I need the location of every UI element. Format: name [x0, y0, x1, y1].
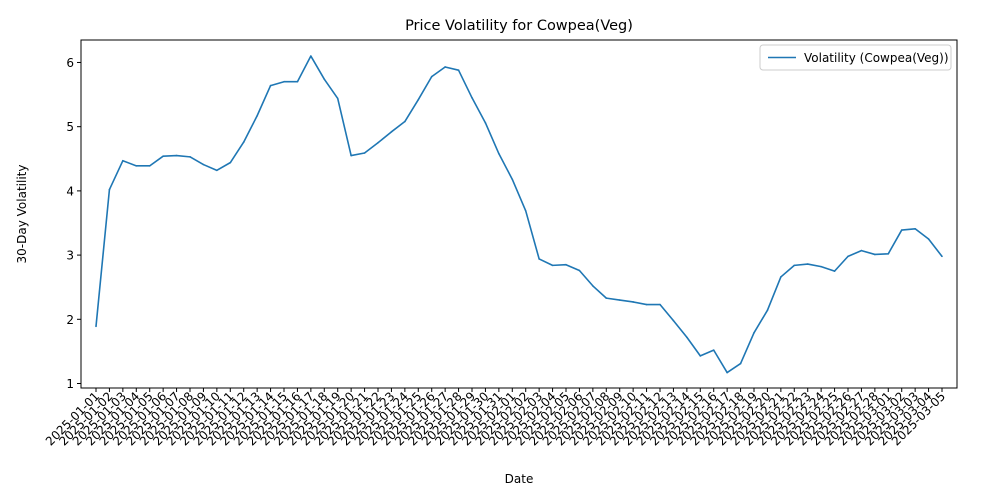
data-point	[323, 78, 326, 80]
y-tick-label: 1	[66, 377, 74, 391]
data-point	[296, 80, 299, 83]
data-point	[726, 371, 728, 374]
data-point	[498, 152, 500, 155]
data-point	[887, 253, 890, 255]
y-tick-label: 4	[66, 184, 74, 198]
data-point	[833, 270, 836, 272]
data-point	[363, 152, 366, 154]
data-point	[108, 188, 111, 191]
data-point	[672, 319, 675, 322]
data-point	[511, 178, 514, 181]
plot-area	[95, 55, 943, 374]
data-point	[941, 255, 943, 258]
y-axis-label: 30-Day Volatility	[15, 165, 29, 264]
data-point	[860, 249, 863, 252]
data-point	[148, 165, 151, 167]
x-axis-ticks: 2025-01-012025-01-022025-01-032025-01-04…	[43, 388, 948, 448]
data-point	[269, 84, 272, 87]
data-point	[793, 264, 796, 267]
data-point	[900, 229, 903, 231]
data-point	[457, 69, 460, 71]
data-point	[618, 299, 621, 301]
legend: Volatility (Cowpea(Veg))	[759, 44, 952, 71]
data-point	[95, 325, 97, 328]
data-point	[175, 154, 178, 157]
y-tick-label: 2	[66, 313, 74, 327]
data-point	[632, 301, 634, 303]
data-point	[551, 264, 554, 267]
data-point	[377, 141, 379, 144]
y-tick-label: 3	[66, 249, 74, 263]
data-point	[659, 303, 661, 306]
x-axis-label: Date	[505, 472, 534, 486]
data-point	[162, 155, 164, 158]
data-point	[712, 349, 715, 351]
data-point	[874, 253, 876, 256]
data-point	[471, 96, 473, 99]
data-point	[256, 114, 258, 117]
data-point	[189, 156, 191, 158]
data-point	[780, 276, 782, 278]
data-point	[766, 309, 769, 312]
data-point	[645, 303, 648, 306]
data-point	[524, 209, 527, 212]
data-point	[229, 161, 232, 164]
data-point	[444, 66, 446, 68]
legend-box	[759, 44, 952, 71]
data-point	[699, 355, 702, 357]
chart-title: Price Volatility for Cowpea(Veg)	[405, 18, 633, 34]
data-point	[847, 255, 849, 258]
data-point	[806, 263, 809, 265]
data-point	[605, 297, 608, 299]
data-point	[592, 285, 594, 287]
axes-frame	[80, 39, 958, 389]
data-point	[135, 165, 138, 167]
data-point	[484, 122, 487, 124]
data-point	[390, 131, 393, 133]
data-point	[283, 80, 285, 83]
y-tick-label: 5	[66, 120, 74, 134]
data-point	[739, 362, 742, 365]
data-point	[350, 154, 352, 157]
data-point	[430, 75, 433, 78]
data-point	[927, 238, 930, 240]
data-point	[310, 55, 312, 57]
data-point	[417, 98, 420, 101]
data-point	[404, 120, 406, 123]
data-point	[914, 227, 916, 230]
data-point	[202, 163, 205, 166]
series-line	[95, 55, 943, 374]
data-point	[686, 336, 688, 339]
data-point	[578, 269, 581, 272]
data-point	[820, 265, 822, 268]
data-point	[216, 169, 218, 172]
data-point	[122, 159, 124, 162]
data-point	[753, 331, 755, 334]
data-point	[538, 258, 540, 260]
data-point	[336, 97, 339, 100]
y-tick-label: 6	[66, 56, 74, 70]
y-axis-ticks: 1 2 3 4 5 6	[66, 56, 81, 391]
data-point	[242, 141, 245, 143]
data-point	[565, 263, 567, 266]
legend-entry: Volatility (Cowpea(Veg))	[804, 51, 949, 65]
